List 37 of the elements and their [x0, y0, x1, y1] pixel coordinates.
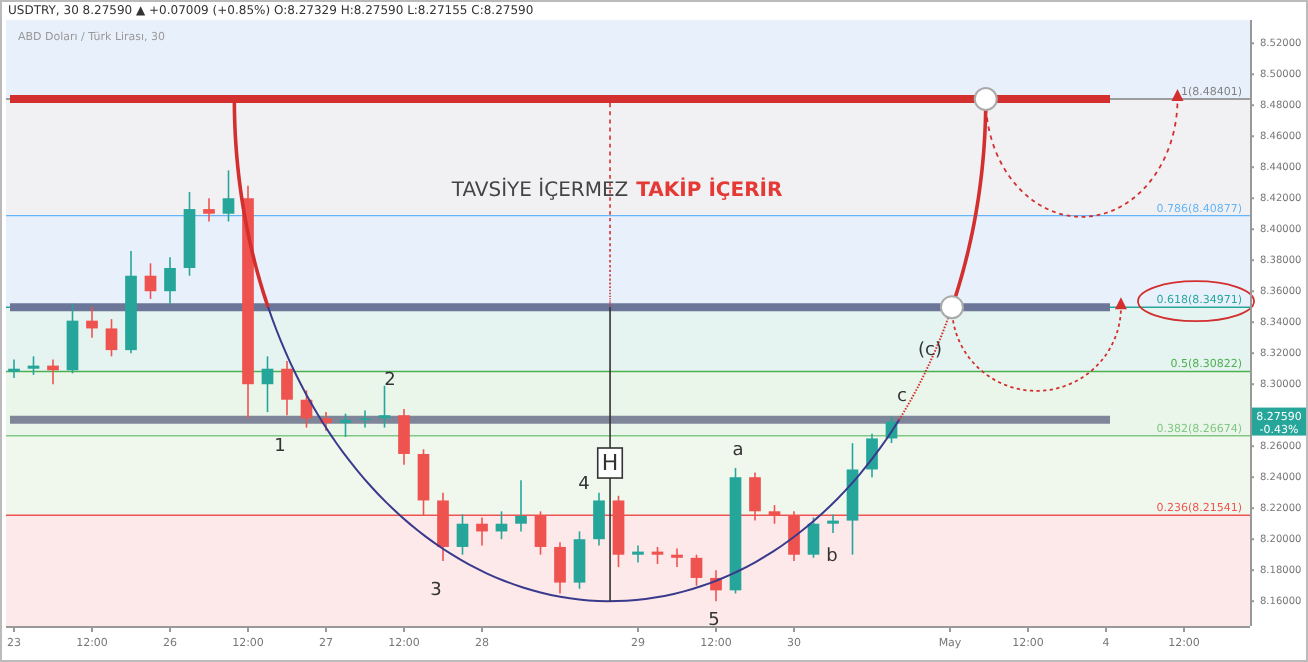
- candlestick: [554, 541, 566, 595]
- candlestick: [398, 408, 410, 466]
- candlestick: [515, 479, 527, 533]
- candlestick: [573, 530, 586, 590]
- candlestick: [8, 358, 20, 379]
- candlestick: [86, 305, 98, 339]
- annotation: 4: [578, 474, 591, 495]
- annotation: 5: [708, 610, 720, 631]
- candlestick: [378, 384, 391, 429]
- annotation: (c): [918, 340, 942, 361]
- candlestick: [164, 256, 176, 305]
- candlestick: [671, 547, 683, 568]
- candlestick: [456, 513, 469, 556]
- annotation: 1: [274, 436, 286, 457]
- candlestick: [593, 491, 605, 547]
- candlestick: [339, 412, 352, 438]
- annotation: H: [601, 450, 619, 477]
- candlestick: [281, 360, 293, 417]
- candlestick: [27, 355, 40, 376]
- annotation: a: [732, 440, 744, 461]
- candlestick: [632, 544, 644, 564]
- candlestick: [261, 355, 274, 413]
- annotation: 3: [430, 580, 442, 601]
- candlestick: [222, 169, 235, 223]
- annotation: c: [897, 386, 908, 407]
- candlestick: [807, 516, 820, 559]
- candlestick: [866, 433, 878, 479]
- candlestick: [144, 262, 157, 300]
- annotation: TAVSİYE İÇERMEZ: [449, 175, 629, 202]
- annotation: b: [826, 546, 839, 567]
- candlestick: [203, 197, 215, 223]
- annotation: TAKİP İÇERİR: [636, 175, 784, 202]
- candlestick: [690, 553, 703, 587]
- candlestick: [359, 409, 371, 429]
- candlestick: [105, 318, 118, 358]
- candlestick: [827, 513, 839, 534]
- annotation: 2: [384, 370, 396, 391]
